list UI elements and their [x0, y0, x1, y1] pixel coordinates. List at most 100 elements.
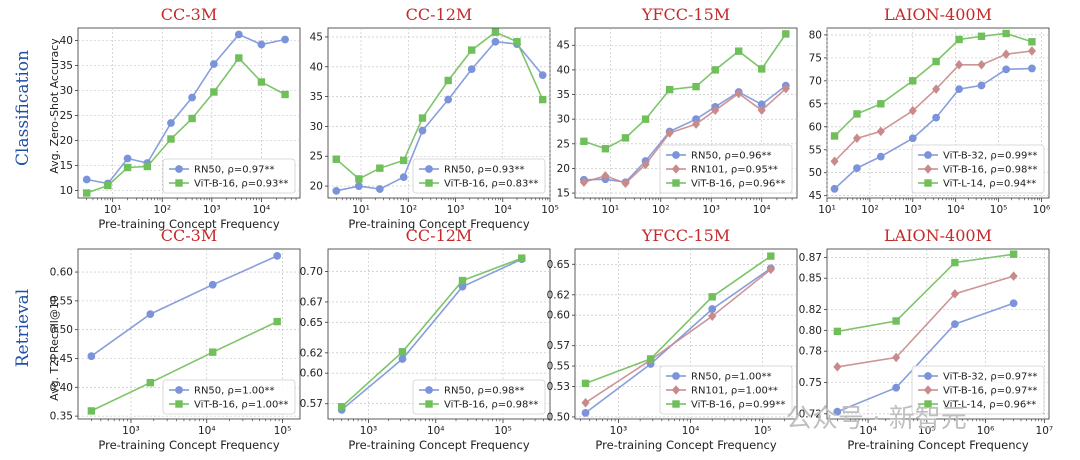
chart-title: LAION-400M: [884, 226, 992, 245]
y-tick-label: 0.50: [547, 411, 570, 423]
legend-label: RN50, ρ=1.00**: [691, 372, 772, 383]
data-point: [444, 95, 453, 104]
legend-swatch-marker: [672, 400, 680, 408]
data-point: [757, 105, 766, 116]
data-point: [833, 362, 842, 372]
series-line: [583, 85, 787, 184]
y-tick-label: 0.80: [799, 325, 822, 337]
data-point: [210, 88, 218, 96]
y-tick-label: 0.55: [50, 295, 73, 307]
data-point: [1002, 65, 1011, 74]
chart-title: CC-3M: [161, 226, 217, 245]
data-point: [892, 383, 901, 392]
legend-label: ViT-B-16, ρ=0.83**: [444, 179, 538, 190]
legend-swatch-marker: [924, 400, 932, 408]
data-point: [83, 189, 91, 197]
legend: RN50, ρ=0.97** ViT-B-16, ρ=0.93**: [162, 158, 296, 194]
data-point: [1002, 49, 1011, 59]
series-red: [833, 271, 1018, 372]
series-red: [581, 264, 775, 408]
y-tick-label: 0.45: [50, 353, 73, 365]
y-tick-label: 0.75: [799, 377, 822, 389]
x-tick-label: 10⁵: [990, 204, 1008, 216]
x-tick-label: 10⁴: [427, 425, 445, 437]
x-tick-label: 10⁴: [198, 425, 216, 437]
x-axis-label: Pre-training Concept Frequency: [98, 438, 279, 452]
legend-swatch-marker: [671, 385, 681, 395]
data-point: [977, 32, 986, 40]
data-point: [734, 88, 743, 99]
data-point: [950, 320, 959, 328]
y-tick-label: 0.78: [799, 346, 822, 358]
data-point: [188, 114, 196, 123]
x-axis-label: Pre-training Concept Frequency: [348, 217, 529, 231]
chart-panel-7: 0.50 0.53 0.55 0.57 0.60 0.62 0.65 10³ 10⁴ 10⁵ YFC…: [547, 226, 798, 452]
y-tick-label: 15: [60, 160, 73, 172]
legend-label: ViT-B-16, ρ=0.99**: [691, 400, 785, 411]
data-point: [646, 355, 655, 363]
data-point: [1028, 38, 1036, 46]
chart-title: YFCC-15M: [641, 226, 730, 245]
legend-box: [911, 365, 1045, 415]
y-tick-label: 0.55: [547, 361, 570, 373]
x-tick-label: 10³: [904, 204, 922, 216]
y-tick-label: 35: [310, 91, 323, 103]
data-point: [853, 110, 861, 118]
data-point: [909, 77, 917, 85]
data-point: [1027, 46, 1036, 56]
x-tick-label: 10⁵: [754, 425, 772, 437]
data-point: [458, 276, 467, 285]
series-line: [836, 302, 1014, 413]
data-point: [877, 100, 885, 108]
y-tick-label: 0.60: [50, 267, 73, 279]
data-point: [1009, 299, 1018, 308]
data-point: [491, 28, 500, 36]
y-tick-label: 20: [557, 163, 570, 175]
y-tick-label: 20: [60, 135, 73, 147]
legend-label: ViT-B-16, ρ=0.97**: [943, 386, 1037, 397]
x-tick-label: 10⁴: [859, 425, 877, 437]
legend-box: [162, 379, 296, 415]
chart-panel-4: 45 50 55 60 65 70 75 80 10¹ 10² 10³ 10⁴ 10⁵ 10⁶ LAION-…: [809, 5, 1051, 216]
legend-swatch-marker: [425, 400, 433, 408]
data-point: [398, 355, 407, 363]
series-line: [583, 88, 787, 185]
series-line: [837, 275, 1014, 368]
data-point: [853, 164, 861, 173]
ylabel-classification: Avg. Zero-Shot Accuracy: [48, 38, 61, 174]
y-tick-label: 0.62: [300, 347, 323, 359]
x-tick-label: 10⁴: [753, 204, 771, 216]
legend-label: RN50, ρ=0.96**: [691, 151, 772, 162]
data-point: [665, 85, 674, 94]
series-line: [837, 253, 1014, 333]
x-tick-label: 10⁴: [682, 425, 700, 437]
data-point: [399, 173, 408, 182]
legend-label: ViT-B-16, ρ=0.93**: [194, 179, 288, 190]
data-point: [375, 185, 384, 193]
data-point: [167, 135, 175, 143]
data-point: [467, 46, 476, 54]
data-point: [830, 184, 839, 193]
data-point: [273, 252, 282, 260]
y-tick-label: 25: [557, 138, 570, 150]
series-line: [341, 257, 522, 408]
data-point: [601, 171, 610, 181]
series-line: [90, 320, 278, 412]
y-tick-label: 75: [809, 52, 822, 64]
x-tick-label: 10⁴: [253, 204, 271, 216]
legend-label: ViT-B-32, ρ=0.99**: [943, 151, 1037, 162]
legend-label: ViT-B-16, ρ=0.96**: [691, 179, 785, 190]
y-tick-label: 0.60: [547, 310, 570, 322]
series-blue: [332, 37, 547, 195]
y-tick-label: 0.57: [547, 340, 570, 352]
chart-panel-5: 0.35 0.40 0.45 0.50 0.55 0.60 10³ 10⁴ 10⁵ CC-3M Pr…: [50, 226, 301, 452]
chart-title: CC-12M: [406, 5, 473, 24]
data-point: [708, 293, 716, 301]
series-line: [86, 33, 286, 185]
y-tick-label: 20: [310, 181, 323, 193]
x-tick-label: 10⁵: [274, 425, 292, 437]
data-point: [711, 66, 719, 74]
legend-swatch-marker: [425, 165, 433, 173]
x-tick-label: 10²: [652, 204, 670, 216]
